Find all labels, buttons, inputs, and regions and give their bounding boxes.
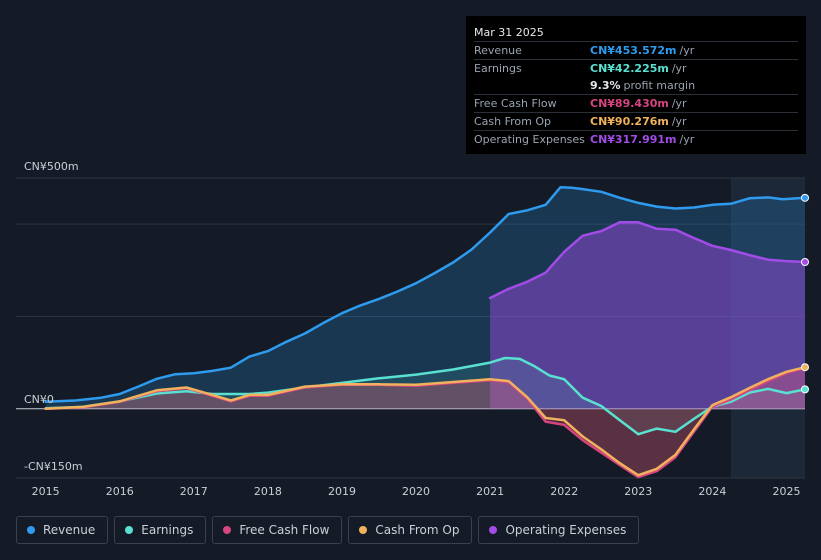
- tooltip-label: Free Cash Flow: [474, 97, 557, 110]
- tooltip-unit: /yr: [679, 44, 695, 57]
- tooltip-row-revenue: Revenue CN¥453.572m /yr: [474, 41, 798, 59]
- tooltip-unit: /yr: [671, 97, 687, 110]
- legend-dot-icon: [125, 526, 134, 534]
- y-tick-label: CN¥500m: [24, 160, 79, 173]
- x-tick-label: 2017: [180, 485, 208, 498]
- legend-dot-icon: [359, 526, 368, 534]
- tooltip-value: CN¥89.430m: [590, 97, 669, 110]
- legend-item-free-cash-flow[interactable]: Free Cash Flow: [212, 516, 343, 544]
- tooltip-value: CN¥42.225m: [590, 62, 669, 75]
- y-axis-labels: CN¥500m CN¥0 -CN¥150m: [24, 160, 83, 473]
- tooltip-unit: profit margin: [623, 79, 696, 92]
- tooltip-unit: /yr: [671, 115, 687, 128]
- revenue-area: [45, 187, 806, 409]
- value-tooltip: Mar 31 2025 Revenue CN¥453.572m /yr Earn…: [466, 16, 806, 154]
- financial-chart: CN¥500m CN¥0 -CN¥150m 2015 2016 2017 2018 2019…: [16, 160, 809, 498]
- legend-item-revenue[interactable]: Revenue: [16, 516, 109, 544]
- revenue-line: [44, 185, 807, 404]
- x-axis-labels: 2015 2016 2017 2018 2019 2020 2021 2022 2023 2024…: [32, 485, 801, 498]
- tooltip-label: Earnings: [474, 62, 522, 75]
- tooltip-value: CN¥90.276m: [590, 115, 669, 128]
- series-endpoints: [801, 193, 809, 394]
- tooltip-value: 9.3%: [590, 79, 621, 92]
- series-lines: [44, 185, 807, 479]
- legend-label: Free Cash Flow: [239, 523, 330, 537]
- y-tick-label: -CN¥150m: [24, 460, 83, 473]
- x-tick-label: 2023: [624, 485, 652, 498]
- tooltip-label: [474, 77, 590, 94]
- x-tick-label: 2021: [476, 485, 504, 498]
- tooltip-row-cash-from-op: Cash From Op CN¥90.276m /yr: [474, 112, 798, 130]
- x-tick-label: 2022: [550, 485, 578, 498]
- legend-label: Revenue: [43, 523, 96, 537]
- cfo-line: [44, 365, 807, 477]
- x-tick-label: 2019: [328, 485, 356, 498]
- chart-legend: Revenue Earnings Free Cash Flow Cash Fro…: [16, 516, 640, 546]
- tooltip-unit: /yr: [671, 62, 687, 75]
- legend-label: Earnings: [141, 523, 194, 537]
- legend-dot-icon: [489, 526, 498, 534]
- legend-dot-icon: [27, 526, 35, 534]
- legend-item-operating-expenses[interactable]: Operating Expenses: [478, 516, 640, 544]
- cfo-endpoint: [801, 363, 809, 372]
- legend-label: Cash From Op: [375, 523, 460, 537]
- opex-line: [488, 221, 807, 300]
- legend-item-earnings[interactable]: Earnings: [114, 516, 207, 544]
- tooltip-row-operating-expenses: Operating Expenses CN¥317.991m /yr: [474, 130, 798, 148]
- tooltip-label: Operating Expenses: [474, 133, 585, 146]
- x-tick-label: 2025: [772, 485, 800, 498]
- tooltip-unit: /yr: [679, 133, 695, 146]
- tooltip-label: Revenue: [474, 44, 522, 57]
- tooltip-date: Mar 31 2025: [474, 26, 544, 39]
- legend-dot-icon: [223, 526, 232, 534]
- tooltip-label: Cash From Op: [474, 115, 552, 128]
- cfo-area: [45, 367, 806, 476]
- tooltip-row-earnings: Earnings CN¥42.225m /yr: [474, 59, 798, 77]
- x-tick-label: 2020: [402, 485, 430, 498]
- grid-lines: [16, 177, 805, 479]
- legend-item-cash-from-op[interactable]: Cash From Op: [348, 516, 473, 544]
- revenue-endpoint: [801, 193, 809, 202]
- x-tick-label: 2024: [698, 485, 726, 498]
- tooltip-value: CN¥317.991m: [590, 133, 677, 146]
- x-tick-label: 2018: [254, 485, 282, 498]
- legend-label: Operating Expenses: [505, 523, 627, 537]
- x-tick-label: 2015: [32, 485, 60, 498]
- opex-area: [490, 222, 805, 409]
- tooltip-row-profit-margin: 9.3% profit margin: [474, 77, 798, 94]
- y-tick-label: CN¥0: [24, 393, 54, 406]
- tooltip-value: CN¥453.572m: [590, 44, 677, 57]
- tooltip-row-free-cash-flow: Free Cash Flow CN¥89.430m /yr: [474, 94, 798, 112]
- opex-endpoint: [801, 258, 809, 266]
- earnings-endpoint: [801, 385, 809, 394]
- forecast-shade: [730, 178, 805, 478]
- x-tick-label: 2016: [106, 485, 134, 498]
- fcf-area: [45, 368, 806, 478]
